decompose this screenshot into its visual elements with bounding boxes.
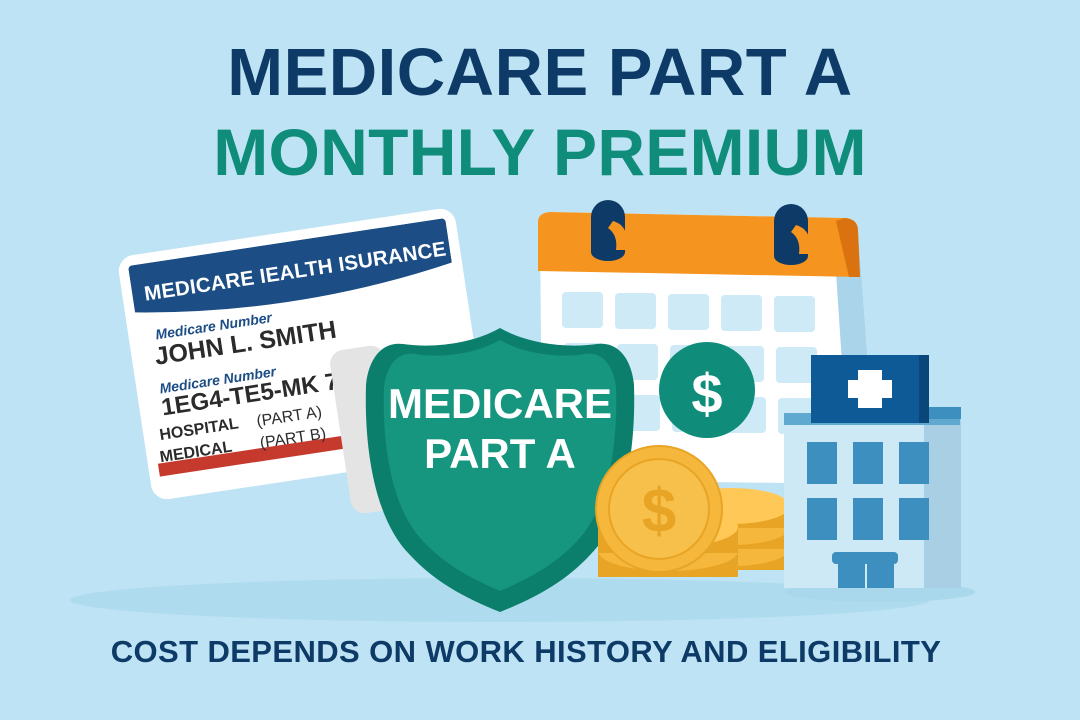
svg-text:PART A: PART A: [424, 430, 576, 477]
svg-text:MEDICARE: MEDICARE: [388, 380, 612, 427]
svg-text:$: $: [691, 362, 722, 425]
svg-text:$: $: [642, 477, 676, 546]
